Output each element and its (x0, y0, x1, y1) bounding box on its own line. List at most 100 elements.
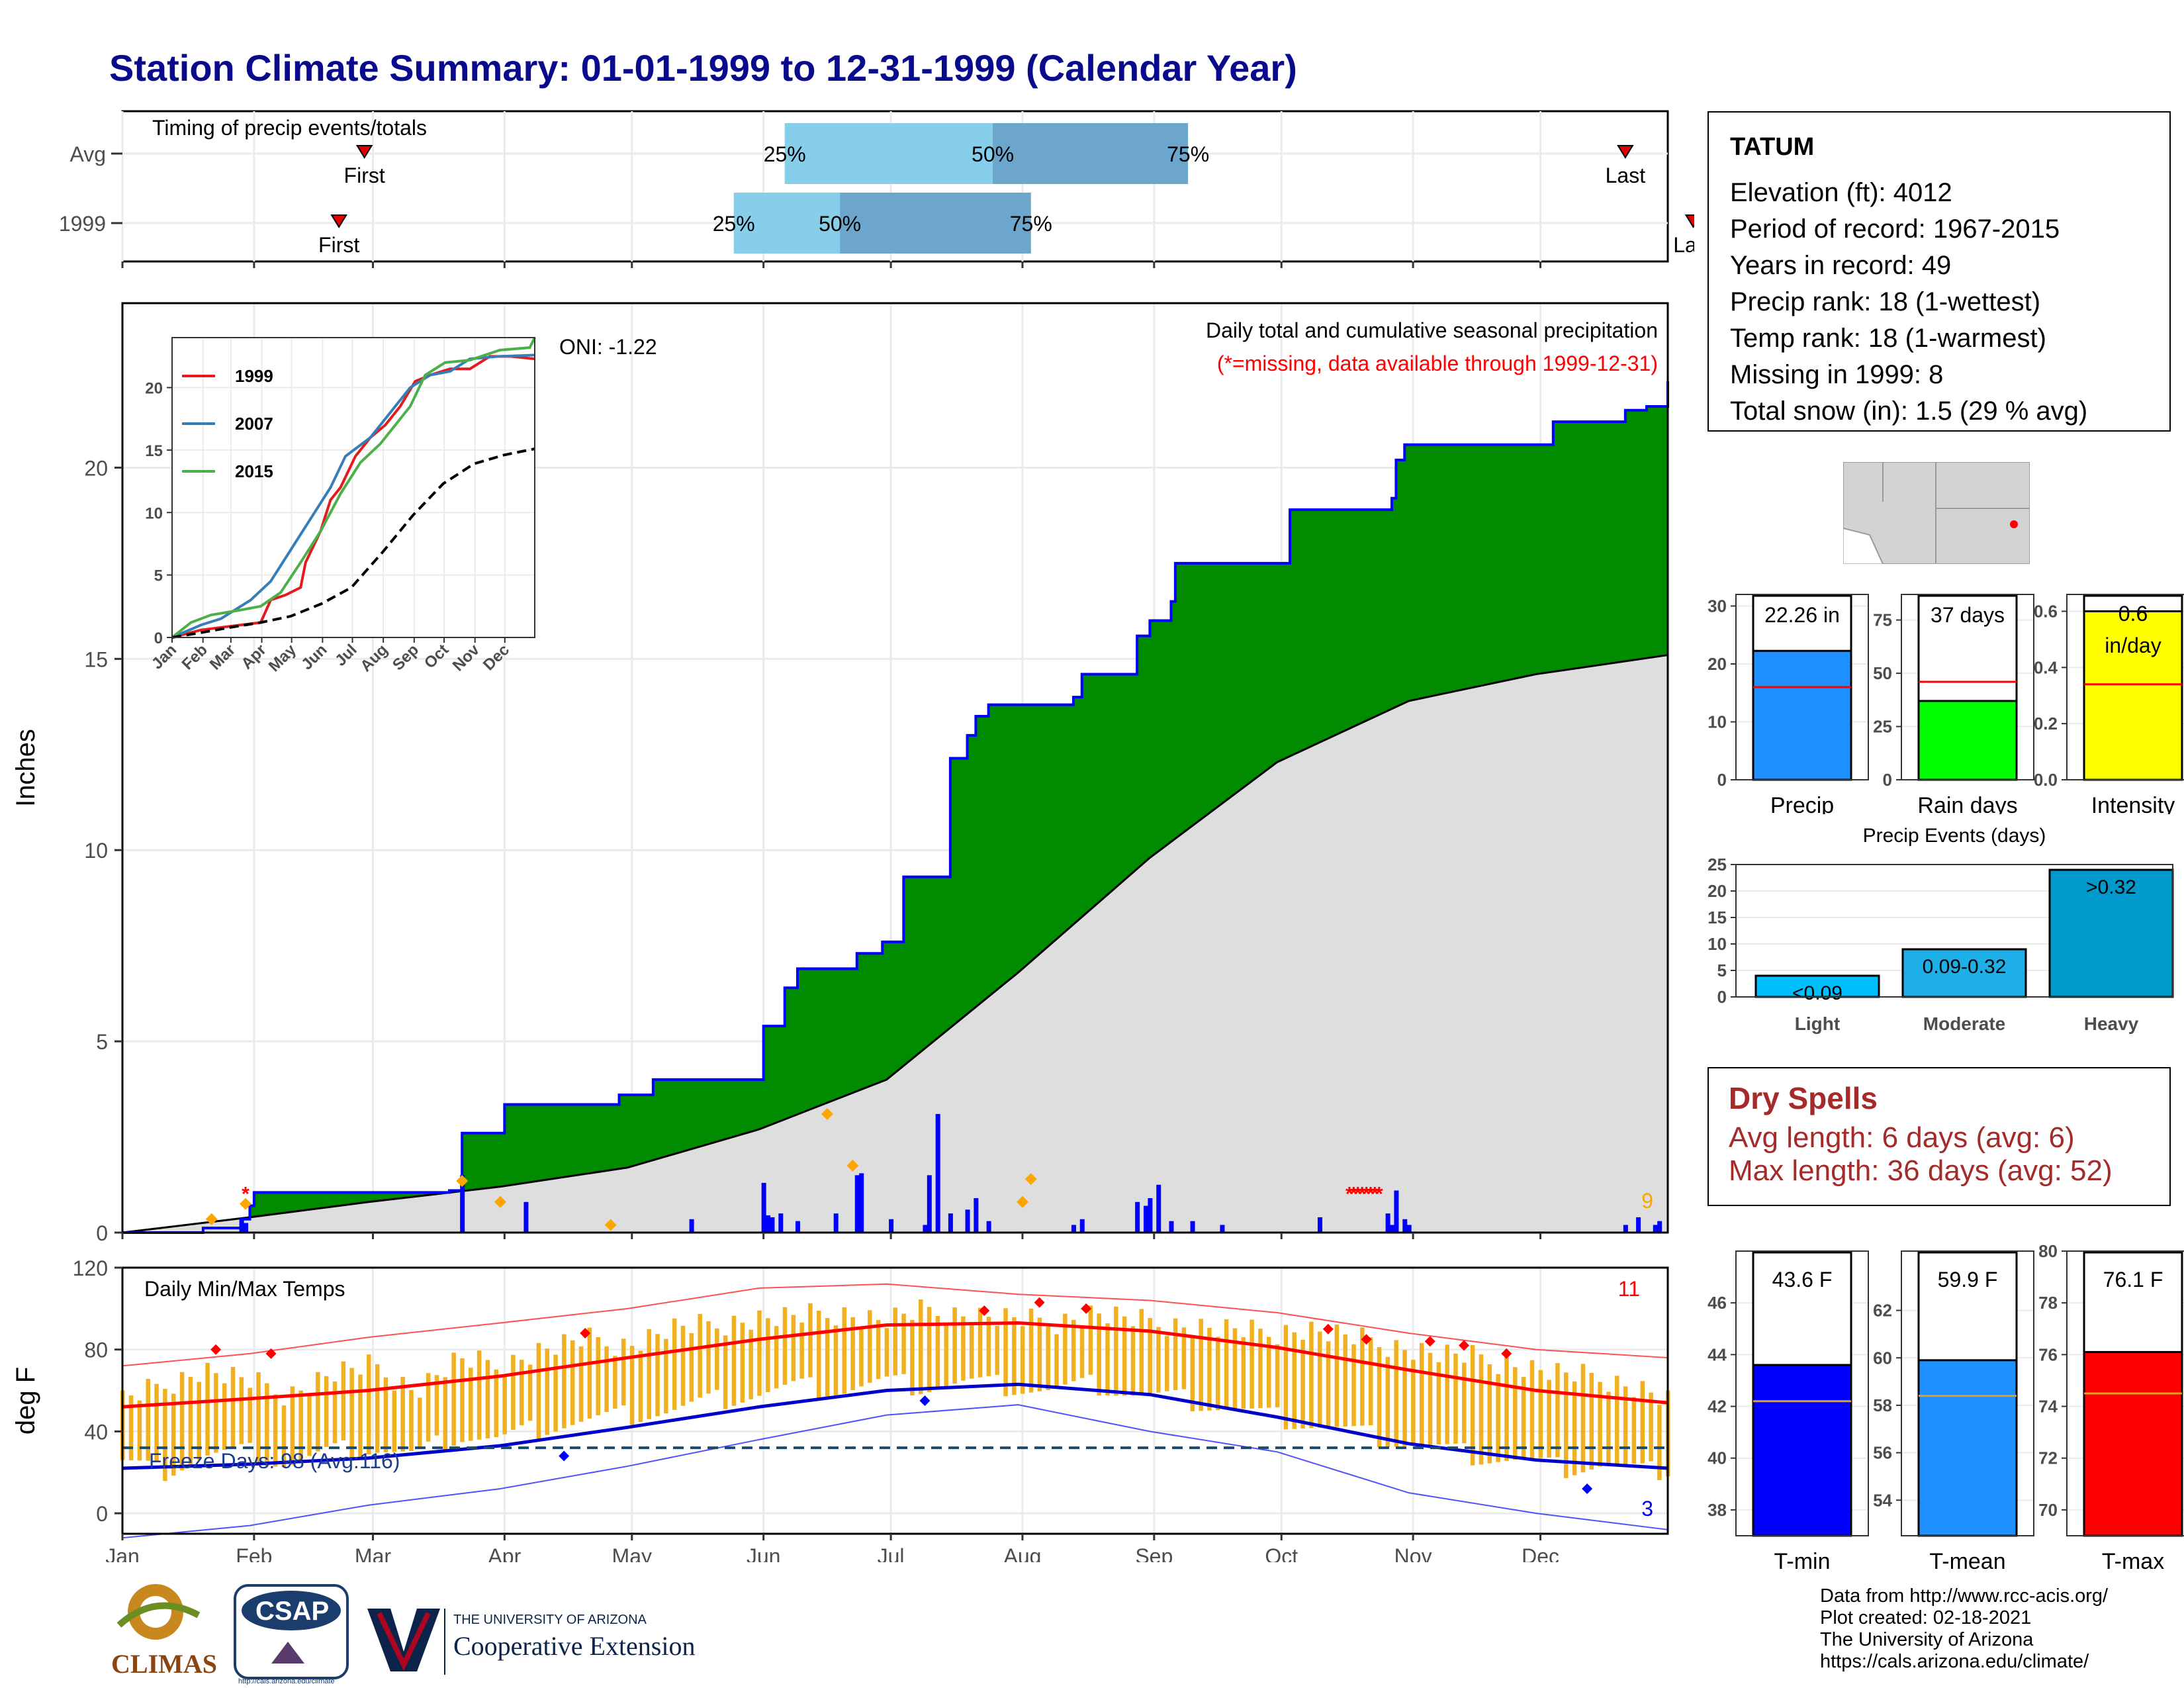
daily-temp-bar (316, 1372, 320, 1452)
timing-last-marker (1684, 214, 1694, 228)
rain_days-value-bar (1917, 700, 2018, 781)
daily-precip-bar (795, 1221, 800, 1233)
daily-temp-bar (842, 1307, 847, 1394)
daily-temp-bar (1487, 1364, 1492, 1464)
daily-temp-bar (1130, 1326, 1136, 1396)
daily-temp-bar (731, 1315, 737, 1406)
daily-temp-bar (1267, 1336, 1271, 1408)
daily-temp-bar (1419, 1342, 1424, 1446)
precip-y-tick-label: 20 (84, 456, 108, 480)
record-high-marker (265, 1348, 277, 1359)
missing-day-marker: * (242, 1183, 250, 1205)
daily-temp-bar (1241, 1337, 1246, 1409)
daily-record-marker (205, 1213, 218, 1225)
daily-temp-bar (451, 1352, 456, 1446)
daily-temp-bar (562, 1334, 567, 1429)
daily-precip-bar (1169, 1221, 1174, 1233)
station-name: TATUM (1730, 133, 1815, 161)
temp-chart-title: Daily Min/Max Temps (144, 1277, 345, 1301)
daily-temp-bar (578, 1346, 584, 1422)
daily-temp-bar (1071, 1319, 1076, 1382)
rain_days-value-label: 37 days (1931, 603, 2005, 627)
daily-temp-bar (1377, 1346, 1382, 1448)
daily-precip-bar (1636, 1217, 1641, 1233)
daily-temp-bar (375, 1364, 380, 1453)
daily-temp-bar (613, 1356, 617, 1409)
record-low-count: 3 (1641, 1497, 1653, 1521)
daily-temp-bar (307, 1394, 312, 1456)
daily-temp-bar (1606, 1391, 1611, 1466)
daily-temp-bar (298, 1390, 303, 1461)
station-temp-rank: Temp rank: 18 (1-warmest) (1730, 324, 2046, 353)
daily-temp-bar (952, 1307, 957, 1384)
daily-temp-bar (1394, 1340, 1398, 1447)
daily-precip-bar (948, 1213, 953, 1233)
daily-temp-bar (1283, 1325, 1289, 1430)
inset-y-tick-label: 15 (145, 442, 163, 460)
tmin-axis-frame (1735, 1250, 1869, 1536)
daily-precip-bar (239, 1219, 244, 1233)
timing-percent-label: 25% (764, 142, 806, 166)
record-min-line (122, 1404, 1668, 1539)
timing-percent-label: 75% (1167, 142, 1209, 166)
events-y-tick-label: 0 (1717, 987, 1727, 1007)
daily-temp-bar (1564, 1372, 1569, 1478)
daily-temp-bar (825, 1318, 830, 1398)
daily-temp-bar (1063, 1313, 1068, 1385)
intensity-category-label: Intensity (2091, 793, 2175, 814)
daily-precip-bar (770, 1217, 775, 1233)
tmax-category-label: T-max (2102, 1549, 2164, 1574)
daily-temp-bar (1114, 1306, 1118, 1396)
timing-title: Timing of precip events/totals (152, 116, 427, 140)
daily-temp-bar (214, 1373, 218, 1453)
daily-temp-bar (1079, 1326, 1085, 1378)
intensity-y-tick-label: 0.4 (2034, 657, 2058, 677)
daily-temp-bar (766, 1318, 770, 1393)
daily-temp-bar (1105, 1323, 1110, 1396)
tmin-value-label: 43.6 F (1772, 1268, 1833, 1291)
rain_days-y-tick-label: 25 (1873, 717, 1892, 737)
daily-temp-bar (1368, 1337, 1373, 1426)
precip-y-tick-label: 0 (96, 1221, 108, 1245)
daily-temp-bar (128, 1395, 134, 1461)
missing-day-marker: * (1358, 1183, 1366, 1205)
credit-url: https://cals.arizona.edu/climate/ (1820, 1651, 2089, 1672)
events-y-tick-label: 20 (1707, 881, 1727, 901)
precip-y-axis-label: Inches (11, 729, 40, 807)
daily-temp-bar (1343, 1334, 1347, 1427)
daily-temp-bar (1173, 1318, 1178, 1390)
timing-bar-50-75 (993, 123, 1189, 184)
daily-temp-bar (349, 1368, 354, 1460)
daily-temp-bar (1462, 1362, 1467, 1444)
daily-temp-bar (1547, 1380, 1551, 1458)
timing-last-label: Last (1606, 164, 1646, 187)
daily-precip-bar (1148, 1198, 1153, 1233)
daily-temp-bar (978, 1307, 983, 1378)
inset-average-line (171, 447, 535, 639)
record-high-marker (1034, 1297, 1045, 1308)
daily-record-marker (240, 1197, 252, 1210)
timing-percent-label: 50% (972, 142, 1014, 166)
record-low-marker (919, 1395, 931, 1406)
precip-chart-subtitle: (*=missing, data available through 1999-… (1217, 352, 1658, 375)
precip-y-tick-label: 5 (96, 1030, 108, 1054)
daily-precip-bar (1135, 1201, 1140, 1233)
daily-temp-bar (740, 1323, 745, 1403)
daily-temp-bar (1258, 1329, 1263, 1409)
precip_total-value-label: 22.26 in (1764, 603, 1840, 627)
month-label: Aug (1003, 1544, 1041, 1562)
daily-temp-bar (723, 1335, 728, 1409)
daily-temp-bar (672, 1318, 677, 1410)
daily-temp-bar (367, 1354, 371, 1455)
intensity-y-tick-label: 0.2 (2034, 714, 2058, 733)
climas-logo-text: CLIMAS (111, 1649, 217, 1679)
timing-row-label: Avg (69, 142, 106, 166)
inset-background (172, 338, 535, 637)
timing-first-label: First (344, 164, 385, 187)
daily-temp-bar (969, 1325, 974, 1379)
rain_days-category-label: Rain days (1917, 793, 2017, 814)
oni-label: ONI: -1.22 (559, 335, 657, 359)
daily-temp-bar (1598, 1382, 1602, 1467)
intensity-unit-label: in/day (2105, 633, 2161, 657)
